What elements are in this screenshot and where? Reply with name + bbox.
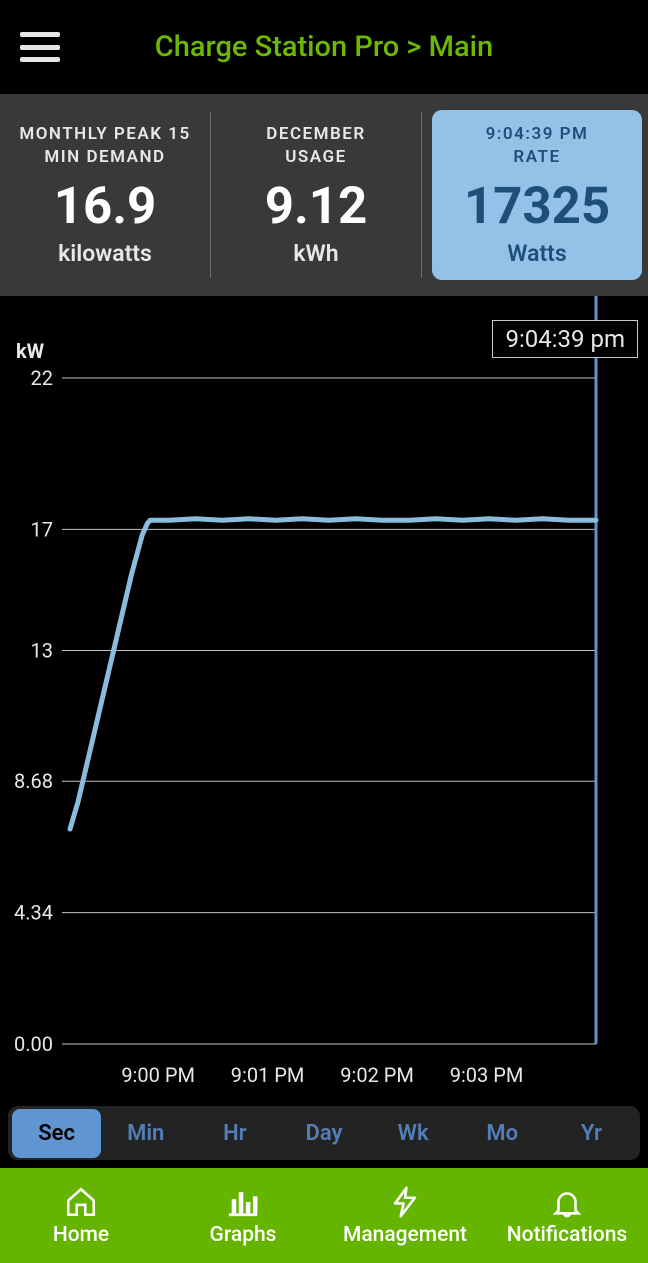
app-header: Charge Station Pro > Main bbox=[0, 0, 648, 94]
page-title: Charge Station Pro > Main bbox=[60, 30, 628, 64]
time-tab-wk[interactable]: Wk bbox=[369, 1109, 458, 1158]
stat-label: MONTHLY PEAK 15MIN DEMAND bbox=[19, 123, 190, 169]
stat-card-2[interactable]: 9:04:39 PMRATE 17325 Watts bbox=[432, 110, 642, 280]
svg-text:0.00: 0.00 bbox=[14, 1032, 53, 1056]
stat-card-0[interactable]: MONTHLY PEAK 15MIN DEMAND 16.9 kilowatts bbox=[0, 110, 210, 280]
bolt-icon bbox=[388, 1185, 422, 1219]
stat-card-1[interactable]: DECEMBERUSAGE 9.12 kWh bbox=[211, 110, 421, 280]
svg-text:9:03 PM: 9:03 PM bbox=[450, 1063, 524, 1087]
nav-label: Management bbox=[343, 1223, 467, 1247]
time-tab-sec[interactable]: Sec bbox=[12, 1109, 101, 1158]
time-tab-hr[interactable]: Hr bbox=[190, 1109, 279, 1158]
time-tab-min[interactable]: Min bbox=[101, 1109, 190, 1158]
time-tab-yr[interactable]: Yr bbox=[547, 1109, 636, 1158]
stat-label: 9:04:39 PMRATE bbox=[486, 123, 589, 169]
svg-text:9:01 PM: 9:01 PM bbox=[231, 1063, 305, 1087]
time-tab-day[interactable]: Day bbox=[279, 1109, 368, 1158]
nav-management[interactable]: Management bbox=[324, 1168, 486, 1263]
svg-text:kW: kW bbox=[16, 339, 45, 363]
svg-text:22: 22 bbox=[31, 366, 53, 390]
nav-graphs[interactable]: Graphs bbox=[162, 1168, 324, 1263]
chart-area: kW 0.00 4.34 8.68 13 17 22 9:00 PM 9:01 PM 9:02 P… bbox=[0, 296, 648, 1106]
stat-unit: Watts bbox=[507, 240, 566, 267]
nav-notifications[interactable]: Notifications bbox=[486, 1168, 648, 1263]
stat-value: 16.9 bbox=[54, 177, 157, 236]
nav-label: Home bbox=[53, 1223, 109, 1247]
stat-unit: kilowatts bbox=[58, 240, 152, 267]
bottom-nav: Home Graphs Management Notifications bbox=[0, 1168, 648, 1263]
line-chart: kW 0.00 4.34 8.68 13 17 22 9:00 PM 9:01 PM 9:02 P… bbox=[0, 296, 648, 1106]
stat-value: 17325 bbox=[464, 177, 610, 236]
svg-text:17: 17 bbox=[31, 517, 53, 541]
svg-text:13: 13 bbox=[31, 638, 53, 662]
stat-label: DECEMBERUSAGE bbox=[266, 123, 365, 169]
time-badge: 9:04:39 pm bbox=[492, 320, 638, 358]
nav-label: Graphs bbox=[210, 1223, 277, 1247]
svg-text:4.34: 4.34 bbox=[14, 901, 53, 925]
svg-text:9:02 PM: 9:02 PM bbox=[340, 1063, 414, 1087]
stat-unit: kWh bbox=[293, 240, 338, 267]
stats-row: MONTHLY PEAK 15MIN DEMAND 16.9 kilowatts DE… bbox=[0, 94, 648, 296]
nav-home[interactable]: Home bbox=[0, 1168, 162, 1263]
svg-text:8.68: 8.68 bbox=[14, 769, 53, 793]
bars-icon bbox=[226, 1185, 260, 1219]
stat-value: 9.12 bbox=[265, 177, 368, 236]
time-range-tabs: SecMinHrDayWkMoYr bbox=[8, 1106, 640, 1160]
svg-text:9:00 PM: 9:00 PM bbox=[121, 1063, 195, 1087]
bell-icon bbox=[550, 1185, 584, 1219]
menu-icon[interactable] bbox=[20, 32, 60, 62]
time-tab-mo[interactable]: Mo bbox=[458, 1109, 547, 1158]
nav-label: Notifications bbox=[507, 1223, 627, 1247]
home-icon bbox=[64, 1185, 98, 1219]
